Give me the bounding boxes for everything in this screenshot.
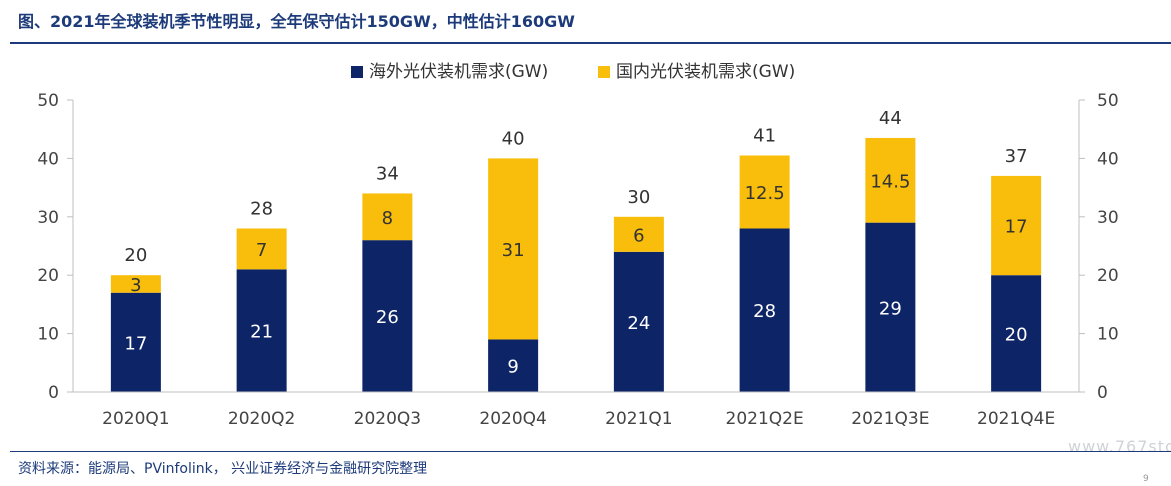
bar-domestic bbox=[739, 155, 790, 229]
x-tick-label: 2021Q1 bbox=[605, 409, 672, 429]
bar-overseas bbox=[865, 222, 916, 392]
bar-domestic bbox=[991, 175, 1042, 276]
y2-tick-label: 50 bbox=[1097, 91, 1119, 111]
bar-domestic bbox=[236, 228, 287, 270]
y2-tick-label: 30 bbox=[1097, 208, 1119, 228]
legend-swatch-domestic bbox=[598, 66, 610, 78]
x-axis: 2020Q1 2020Q2 2020Q3 2020Q4 2021Q1 2021Q2E 202… bbox=[73, 391, 1079, 429]
page-number: 9 bbox=[1143, 474, 1149, 484]
y2-tick-label: 10 bbox=[1097, 325, 1119, 345]
data-label-domestic: 31 bbox=[502, 240, 525, 261]
y2-tick-label: 40 bbox=[1097, 149, 1119, 169]
bar-overseas bbox=[739, 228, 790, 392]
bar-domestic bbox=[110, 275, 161, 293]
bars: 17 3 20 21 7 28 26 8 34 9 31 40 24 6 30 28 12.5 41 29 14.5 4… bbox=[110, 108, 1042, 392]
data-label-overseas: 21 bbox=[250, 322, 273, 343]
data-label-domestic: 3 bbox=[130, 275, 141, 296]
data-label-total: 28 bbox=[250, 198, 273, 219]
legend-label-domestic: 国内光伏装机需求(GW) bbox=[616, 62, 795, 82]
data-label-domestic: 8 bbox=[382, 208, 393, 229]
y-tick-label: 0 bbox=[48, 383, 59, 403]
bar-domestic bbox=[488, 158, 539, 340]
data-label-total: 41 bbox=[753, 125, 776, 146]
y-tick-label: 20 bbox=[37, 266, 59, 286]
chart-title: 图、2021年全球装机季节性明显，全年保守估计150GW，中性估计160GW bbox=[18, 12, 575, 31]
legend: 海外光伏装机需求(GW) 国内光伏装机需求(GW) bbox=[351, 62, 795, 82]
bar-domestic bbox=[362, 193, 413, 241]
data-label-overseas: 26 bbox=[376, 307, 399, 328]
bar-overseas bbox=[110, 292, 161, 392]
bar-overseas bbox=[362, 240, 413, 392]
data-label-total: 37 bbox=[1005, 146, 1028, 167]
data-label-domestic: 7 bbox=[256, 240, 267, 261]
x-tick-label: 2021Q4E bbox=[977, 409, 1055, 429]
data-label-total: 34 bbox=[376, 163, 399, 184]
y2-tick-label: 0 bbox=[1097, 383, 1108, 403]
x-tick-label: 2020Q3 bbox=[354, 409, 421, 429]
bar-overseas bbox=[991, 275, 1042, 392]
x-tick-label: 2021Q2E bbox=[726, 409, 804, 429]
y-tick-label: 40 bbox=[37, 149, 59, 169]
x-tick-label: 2020Q2 bbox=[228, 409, 295, 429]
data-label-overseas: 29 bbox=[879, 298, 902, 319]
title-divider bbox=[10, 42, 1171, 44]
bar-overseas bbox=[613, 251, 664, 392]
data-label-domestic: 6 bbox=[633, 225, 644, 246]
x-tick-label: 2021Q3E bbox=[851, 409, 929, 429]
bar-domestic bbox=[865, 137, 916, 223]
y-axis-right: 0 10 20 30 40 50 bbox=[1078, 91, 1119, 403]
legend-swatch-overseas bbox=[351, 66, 363, 78]
x-tick-label: 2020Q4 bbox=[479, 409, 546, 429]
data-label-domestic: 14.5 bbox=[870, 171, 910, 192]
data-label-overseas: 9 bbox=[507, 357, 518, 378]
x-tick-label: 2020Q1 bbox=[102, 409, 169, 429]
y-axis-left: 0 10 20 30 40 50 bbox=[37, 91, 74, 403]
y-tick-label: 30 bbox=[37, 208, 59, 228]
bar-overseas bbox=[236, 269, 287, 392]
data-label-domestic: 17 bbox=[1005, 217, 1028, 238]
watermark-text: www.767stock bbox=[1068, 437, 1171, 456]
y2-tick-label: 20 bbox=[1097, 266, 1119, 286]
data-label-overseas: 24 bbox=[627, 313, 650, 334]
data-label-total: 44 bbox=[879, 108, 902, 129]
y-tick-label: 10 bbox=[37, 325, 59, 345]
y-tick-label: 50 bbox=[37, 91, 59, 111]
data-label-overseas: 20 bbox=[1005, 325, 1028, 346]
source-note: 资料来源：能源局、PVinfolink， 兴业证券经济与金融研究院整理 bbox=[18, 461, 428, 477]
data-label-domestic: 12.5 bbox=[745, 183, 785, 204]
bar-overseas bbox=[488, 339, 539, 392]
bar-domestic bbox=[613, 216, 664, 252]
data-label-total: 20 bbox=[124, 245, 147, 266]
legend-label-overseas: 海外光伏装机需求(GW) bbox=[369, 62, 548, 82]
data-label-total: 30 bbox=[627, 187, 650, 208]
data-label-total: 40 bbox=[502, 128, 525, 149]
data-label-overseas: 28 bbox=[753, 301, 776, 322]
data-label-overseas: 17 bbox=[124, 333, 147, 354]
source-divider bbox=[10, 451, 1171, 452]
